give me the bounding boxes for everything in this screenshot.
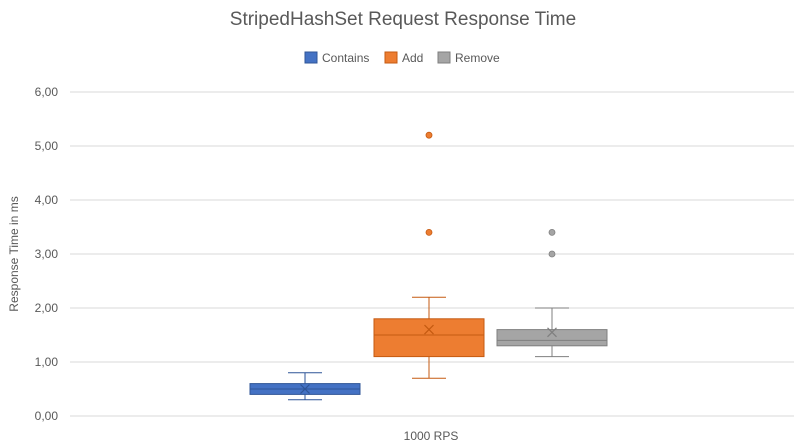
box-contains: [250, 373, 360, 400]
legend-swatch-contains: [305, 52, 317, 63]
y-axis-label: Response Time in ms: [7, 196, 21, 311]
outlier-point: [549, 251, 555, 257]
y-tick-label: 5,00: [35, 139, 59, 153]
outlier-point: [549, 229, 555, 235]
box-add: [374, 132, 484, 378]
y-tick-label: 2,00: [35, 301, 59, 315]
legend-label-add: Add: [402, 51, 423, 65]
x-category-label: 1000 RPS: [404, 429, 459, 443]
legend-swatch-remove: [438, 52, 450, 63]
gridlines: [70, 92, 794, 416]
y-tick-label: 1,00: [35, 355, 59, 369]
legend-label-remove: Remove: [455, 51, 500, 65]
legend-label-contains: Contains: [322, 51, 369, 65]
y-tick-label: 3,00: [35, 247, 59, 261]
y-axis-ticks: 0,00 1,00 2,00 3,00 4,00 5,00 6,00: [35, 85, 59, 423]
y-tick-label: 6,00: [35, 85, 59, 99]
legend-swatch-add: [385, 52, 397, 63]
box-remove: [497, 229, 607, 356]
y-tick-label: 4,00: [35, 193, 59, 207]
outlier-point: [426, 132, 432, 138]
chart-title: StripedHashSet Request Response Time: [230, 9, 576, 30]
box-iqr: [374, 319, 484, 357]
y-tick-label: 0,00: [35, 409, 59, 423]
legend: Contains Add Remove: [305, 51, 500, 65]
box-series: [250, 132, 607, 400]
outlier-point: [426, 229, 432, 235]
